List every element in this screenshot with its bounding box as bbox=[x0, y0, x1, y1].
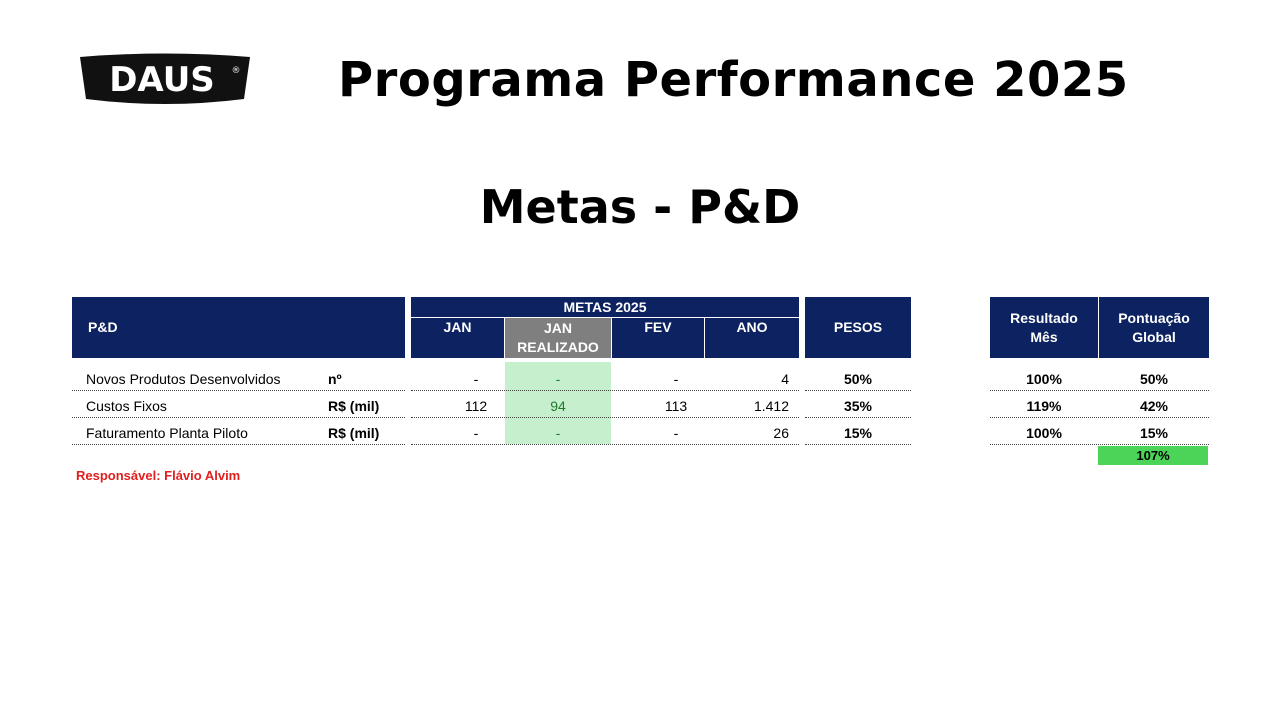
cell-peso: 15% bbox=[843, 425, 873, 441]
page-subtitle: Metas - P&D bbox=[479, 180, 801, 234]
cell-jan-realizado: - bbox=[555, 425, 561, 441]
cell-fev: 113 bbox=[664, 398, 688, 414]
cell-unit: R$ (mil) bbox=[328, 398, 380, 414]
row-separator bbox=[805, 390, 911, 391]
header-jan-realizado-line1: JAN bbox=[543, 320, 572, 336]
table-row: Faturamento Planta Piloto R$ (mil) - - - 26 15… bbox=[0, 418, 1280, 444]
header-jan-realizado: JAN REALIZADO bbox=[505, 318, 611, 358]
header-area: P&D bbox=[72, 297, 405, 358]
header-ano-label: ANO bbox=[736, 319, 768, 335]
header-pontuacao-line2: Global bbox=[1132, 328, 1176, 345]
page-title: Programa Performance 2025 bbox=[338, 52, 1129, 108]
cell-name: Novos Produtos Desenvolvidos bbox=[86, 371, 281, 387]
cell-name: Faturamento Planta Piloto bbox=[86, 425, 248, 441]
cell-pontuacao: 15% bbox=[1139, 425, 1169, 441]
row-separator bbox=[805, 417, 911, 418]
jan-realizado-column-highlight bbox=[505, 362, 611, 444]
row-separator bbox=[72, 417, 405, 418]
header-resultado-line2: Mês bbox=[1030, 328, 1058, 345]
row-separator bbox=[990, 444, 1209, 445]
header-jan-realizado-line2: REALIZADO bbox=[517, 339, 599, 355]
header-resultado-line1: Resultado bbox=[1010, 309, 1078, 326]
total-pontuacao-badge: 107% bbox=[1098, 446, 1208, 465]
cell-resultado: 100% bbox=[1026, 371, 1062, 387]
table-row: Custos Fixos R$ (mil) 112 94 113 1.412 35% 119%… bbox=[0, 391, 1280, 417]
cell-ano: 26 bbox=[773, 425, 789, 441]
header-fev-label: FEV bbox=[644, 319, 672, 335]
daus-logo: DAUS ® bbox=[76, 53, 254, 107]
cell-ano: 4 bbox=[781, 371, 789, 387]
cell-peso: 50% bbox=[843, 371, 873, 387]
header-ano: ANO bbox=[705, 318, 799, 358]
cell-ano: 1.412 bbox=[753, 398, 789, 414]
logo-text: DAUS bbox=[109, 60, 215, 100]
row-separator bbox=[72, 444, 405, 445]
row-separator bbox=[411, 444, 799, 445]
row-separator bbox=[990, 417, 1209, 418]
header-metas-group: METAS 2025 bbox=[411, 297, 799, 317]
header-pesos: PESOS bbox=[805, 297, 911, 358]
cell-pontuacao: 42% bbox=[1139, 398, 1169, 414]
cell-fev: - bbox=[673, 425, 679, 441]
row-separator bbox=[72, 390, 405, 391]
cell-unit: nº bbox=[328, 371, 342, 387]
cell-jan-realizado: - bbox=[555, 371, 561, 387]
header-fev: FEV bbox=[612, 318, 704, 358]
logo-registered-mark: ® bbox=[232, 66, 241, 76]
cell-jan-realizado: 94 bbox=[550, 398, 566, 414]
responsavel-label: Responsável: Flávio Alvim bbox=[76, 468, 241, 483]
cell-jan: - bbox=[473, 425, 479, 441]
cell-jan: 112 bbox=[464, 398, 488, 414]
cell-jan: - bbox=[473, 371, 479, 387]
row-separator bbox=[805, 444, 911, 445]
header-resultado: Resultado Mês bbox=[990, 297, 1098, 358]
table-row: Novos Produtos Desenvolvidos nº - - - 4 50% 100… bbox=[0, 364, 1280, 390]
cell-fev: - bbox=[673, 371, 679, 387]
row-separator bbox=[411, 390, 799, 391]
cell-resultado: 119% bbox=[1026, 398, 1062, 414]
cell-unit: R$ (mil) bbox=[328, 425, 380, 441]
row-separator bbox=[411, 417, 799, 418]
header-jan: JAN bbox=[411, 318, 504, 358]
cell-peso: 35% bbox=[843, 398, 873, 414]
cell-name: Custos Fixos bbox=[86, 398, 167, 414]
cell-pontuacao: 50% bbox=[1139, 371, 1169, 387]
header-jan-label: JAN bbox=[443, 319, 472, 335]
row-separator bbox=[990, 390, 1209, 391]
header-pontuacao: Pontuação Global bbox=[1099, 297, 1209, 358]
cell-resultado: 100% bbox=[1026, 425, 1062, 441]
header-pontuacao-line1: Pontuação bbox=[1118, 309, 1190, 326]
